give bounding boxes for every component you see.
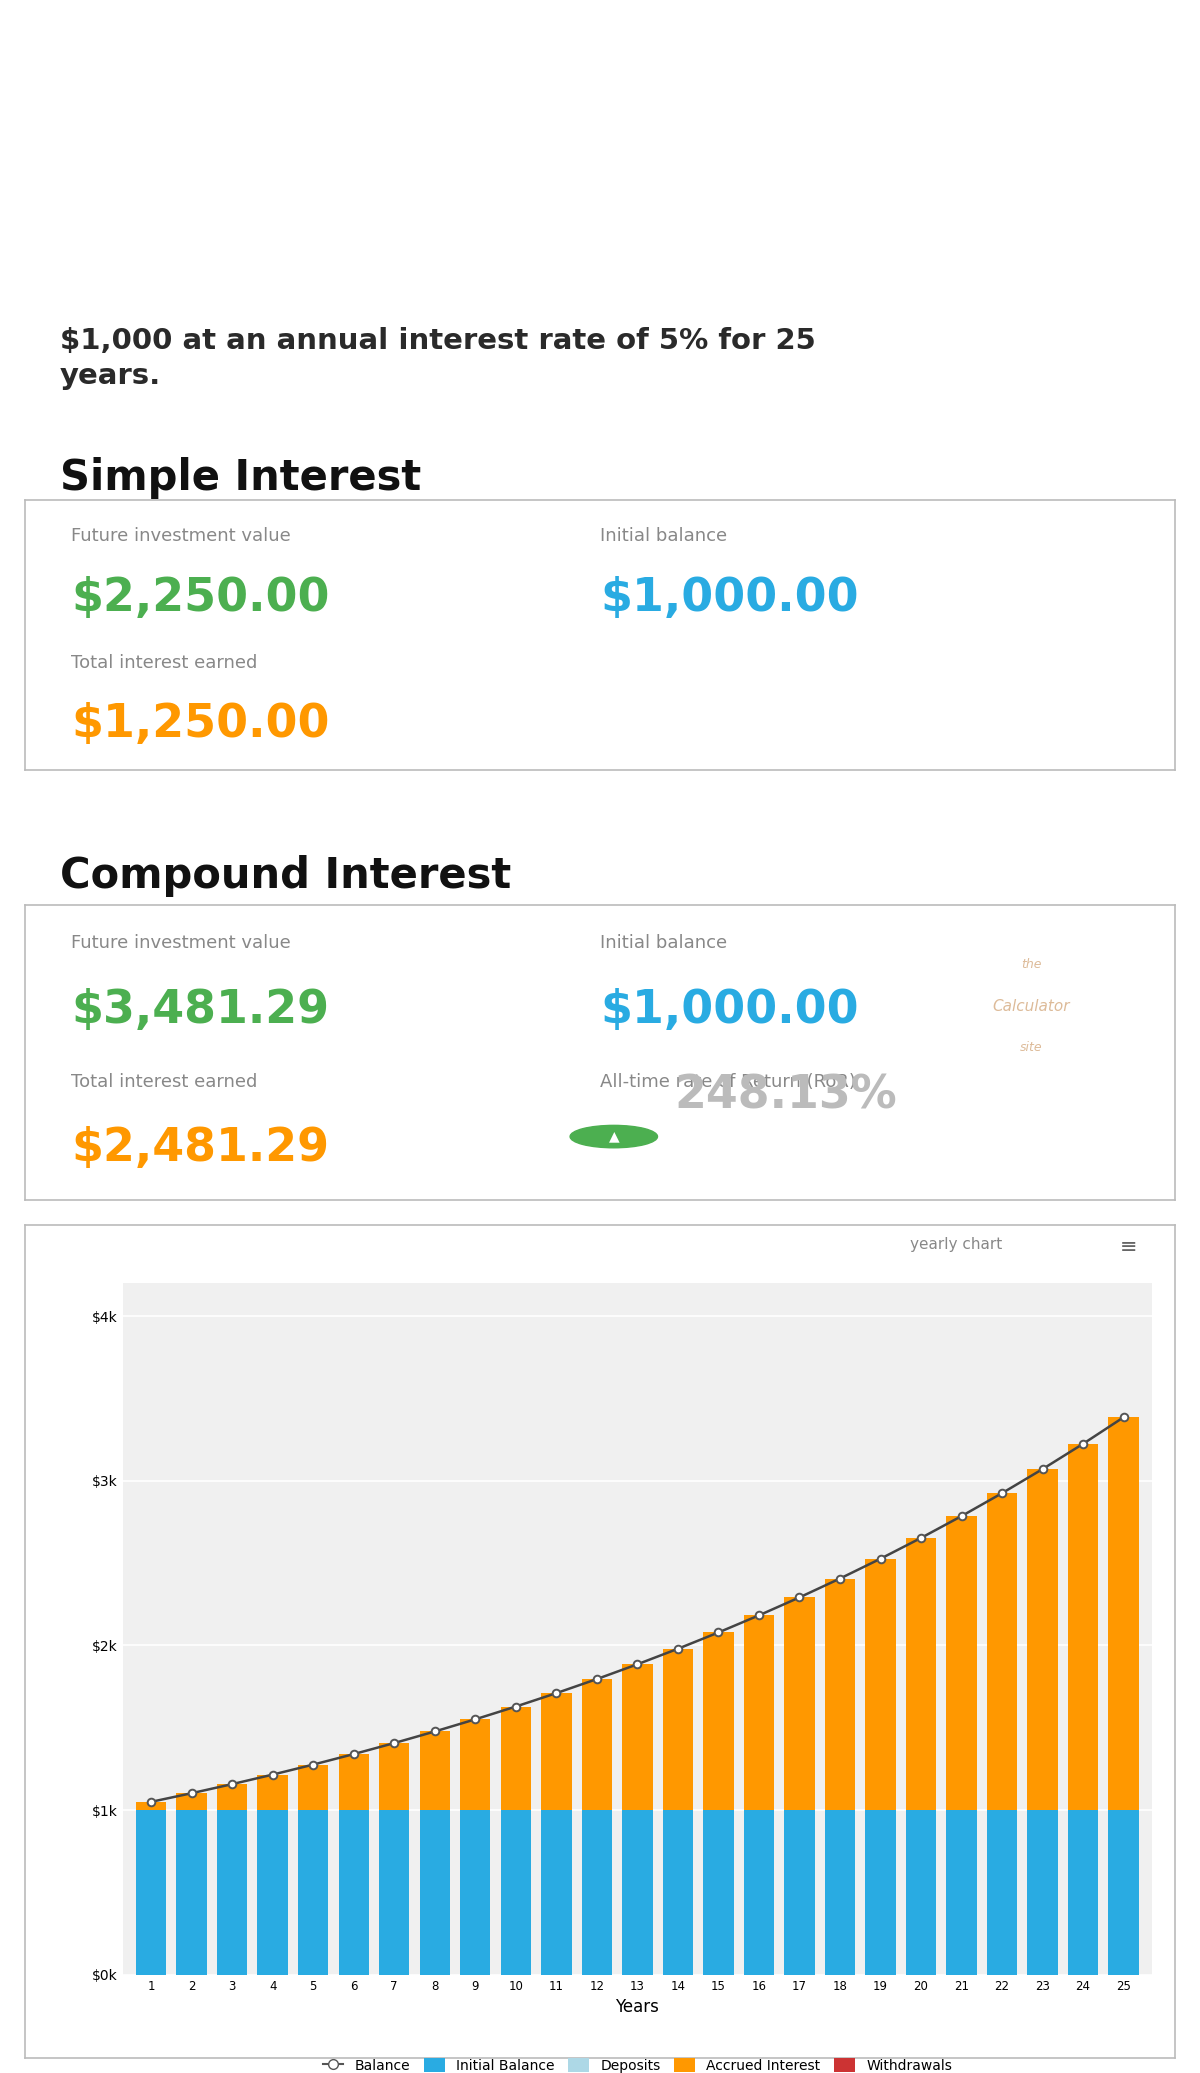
- Text: 248.13%: 248.13%: [674, 1074, 898, 1117]
- Text: Initial balance: Initial balance: [600, 527, 727, 545]
- Text: Future investment value: Future investment value: [71, 527, 290, 545]
- Bar: [785, 1810, 815, 1976]
- Bar: [420, 1810, 450, 1976]
- Bar: [1109, 1418, 1139, 1810]
- Bar: [582, 1810, 612, 1976]
- Bar: [338, 1754, 368, 1810]
- Bar: [824, 1810, 856, 1976]
- Text: Calculator: Calculator: [992, 999, 1070, 1014]
- Bar: [460, 1719, 491, 1810]
- Text: Compound Interest: Compound Interest: [60, 854, 511, 898]
- Text: Initial balance: Initial balance: [600, 935, 727, 952]
- Bar: [865, 1810, 895, 1976]
- Text: ≡: ≡: [1121, 1238, 1138, 1258]
- Text: Simple Interest: Simple Interest: [60, 458, 421, 500]
- Text: $1,250.00: $1,250.00: [71, 703, 330, 748]
- Text: site: site: [1020, 1041, 1043, 1053]
- Text: $1,000.00: $1,000.00: [600, 987, 859, 1032]
- Text: ▲: ▲: [608, 1130, 619, 1144]
- Bar: [744, 1615, 774, 1810]
- Text: $1,000.00: $1,000.00: [600, 576, 859, 620]
- Bar: [217, 1785, 247, 1810]
- Bar: [298, 1810, 329, 1976]
- Bar: [582, 1679, 612, 1810]
- Bar: [500, 1706, 532, 1810]
- Text: Total interest earned: Total interest earned: [71, 653, 257, 672]
- Bar: [1027, 1470, 1057, 1810]
- Text: $2,481.29: $2,481.29: [71, 1126, 329, 1171]
- Circle shape: [570, 1126, 658, 1148]
- Bar: [906, 1538, 936, 1810]
- Text: Simple Interest vs
Compound Interest
Comparison: Simple Interest vs Compound Interest Com…: [60, 48, 722, 238]
- Bar: [379, 1810, 409, 1976]
- Bar: [1109, 1810, 1139, 1976]
- Bar: [338, 1810, 368, 1976]
- Bar: [420, 1731, 450, 1810]
- Text: $2,250.00: $2,250.00: [71, 576, 330, 620]
- Bar: [541, 1810, 571, 1976]
- Text: Future investment value: Future investment value: [71, 935, 290, 952]
- Bar: [541, 1694, 571, 1810]
- Text: $3,481.29: $3,481.29: [71, 987, 329, 1032]
- Bar: [865, 1559, 895, 1810]
- Bar: [1068, 1443, 1098, 1810]
- Text: All-time rate of Return (RoR): All-time rate of Return (RoR): [600, 1074, 856, 1090]
- Bar: [258, 1810, 288, 1976]
- Text: $1,000 at an annual interest rate of 5% for 25
years.: $1,000 at an annual interest rate of 5% …: [60, 328, 816, 390]
- Text: yearly chart: yearly chart: [911, 1238, 1003, 1252]
- Bar: [1068, 1810, 1098, 1976]
- Legend: Balance, Initial Balance, Deposits, Accrued Interest, Withdrawals: Balance, Initial Balance, Deposits, Accr…: [317, 2052, 958, 2073]
- Bar: [298, 1764, 329, 1810]
- Bar: [1027, 1810, 1057, 1976]
- Bar: [947, 1810, 977, 1976]
- Bar: [622, 1665, 653, 1810]
- Bar: [986, 1810, 1018, 1976]
- X-axis label: Years: Years: [616, 1998, 659, 2017]
- Bar: [703, 1810, 733, 1976]
- Bar: [460, 1810, 491, 1976]
- Text: Total interest earned: Total interest earned: [71, 1074, 257, 1090]
- Bar: [662, 1648, 694, 1810]
- Bar: [500, 1810, 532, 1976]
- Bar: [136, 1810, 167, 1976]
- Bar: [662, 1810, 694, 1976]
- Bar: [379, 1743, 409, 1810]
- Bar: [703, 1631, 733, 1810]
- Bar: [906, 1810, 936, 1976]
- Bar: [744, 1810, 774, 1976]
- Bar: [176, 1793, 206, 1810]
- Bar: [785, 1598, 815, 1810]
- Bar: [947, 1515, 977, 1810]
- Text: the: the: [1021, 958, 1042, 970]
- Bar: [622, 1810, 653, 1976]
- Bar: [986, 1493, 1018, 1810]
- Bar: [136, 1801, 167, 1810]
- Bar: [824, 1578, 856, 1810]
- Bar: [176, 1810, 206, 1976]
- Bar: [217, 1810, 247, 1976]
- Bar: [258, 1774, 288, 1810]
